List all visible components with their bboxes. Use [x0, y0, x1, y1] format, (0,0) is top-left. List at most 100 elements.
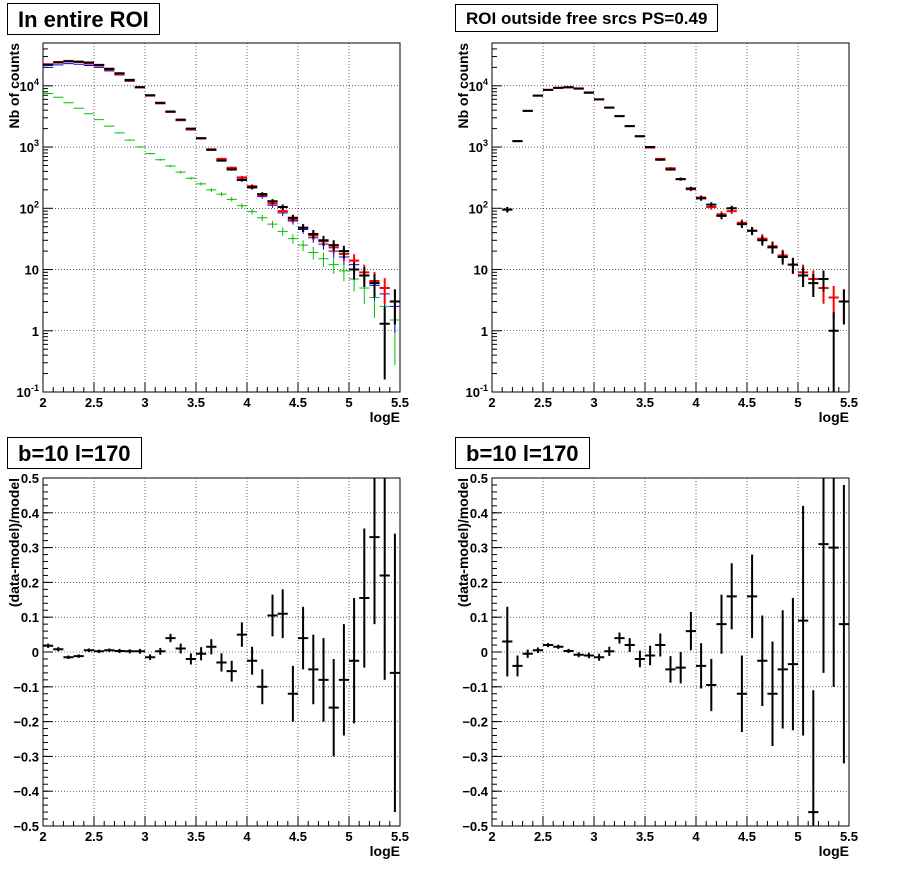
- panel-1-component_green-point: [165, 164, 176, 168]
- panel-3-residual-point: [247, 646, 258, 675]
- panel-4-residual-point: [512, 655, 523, 677]
- panel-3-residual-point: [287, 665, 298, 722]
- panel-2-x-tick-label: 2: [488, 395, 495, 410]
- panel-3-residual-point: [236, 622, 247, 647]
- panel-1-component_green-point: [216, 192, 227, 197]
- panel-2-title: ROI outside free srcs PS=0.49: [455, 4, 719, 32]
- panel-3-residual-point: [379, 478, 390, 680]
- panel-2-data-point: [838, 289, 849, 325]
- panel-4-residual-point: [726, 563, 737, 630]
- panel-1-data-point: [247, 185, 258, 190]
- panel-4-residual-point: [838, 484, 849, 764]
- panel-3-residual-point: [308, 634, 319, 705]
- panel-1-x-tick-label: 5: [345, 395, 352, 410]
- panel-1-component_green-point: [298, 240, 309, 252]
- panel-2-data-point: [634, 135, 645, 138]
- panel-1-title: In entire ROI: [7, 3, 160, 35]
- panel-1-y-tick-label: 104: [20, 77, 39, 94]
- panel-3-residual-point: [277, 589, 288, 639]
- panel-4-residual-point: [624, 638, 635, 652]
- panel-2-data-point: [757, 235, 768, 246]
- panel-2-data-point: [665, 168, 676, 171]
- panel-3-residual-point: [298, 606, 309, 670]
- panel-2-data-point: [767, 242, 778, 254]
- panel-3-y-tick-label: 0.4: [21, 506, 40, 521]
- panel-2-x-axis-label: logE: [819, 409, 849, 425]
- panel-2-data-point: [522, 109, 533, 112]
- panel-1-data-point: [155, 101, 166, 104]
- panel-4-x-tick-label: 2: [488, 829, 495, 844]
- panel-2-x-tick-label: 3: [590, 395, 597, 410]
- panel-4-x-tick-label: 3.5: [636, 829, 654, 844]
- panel-2-x-tick-label: 3.5: [636, 395, 654, 410]
- panel-2-data-point: [614, 115, 625, 118]
- panel-2-data-point: [502, 207, 513, 213]
- panel-1-component_green-point: [206, 188, 217, 192]
- panel-4-x-tick-label: 2.5: [534, 829, 552, 844]
- panel-4-x-tick-label: 3: [590, 829, 597, 844]
- panel-2-y-tick-label: 104: [469, 77, 488, 94]
- panel-4-y-tick-label: 0.3: [470, 541, 488, 556]
- panel-1-component_green-point: [124, 139, 135, 141]
- panel-2-data-point: [563, 86, 574, 89]
- panel-3-residual-point: [175, 643, 186, 654]
- panel-2-data-point: [716, 213, 727, 220]
- panel-3-residual-point: [94, 649, 105, 654]
- panel-1-data-point: [308, 230, 319, 239]
- panel-1-data-point: [328, 240, 339, 252]
- panel-2-y-tick-label: 10-1: [466, 383, 488, 400]
- panel-3-residual-point: [165, 633, 176, 643]
- panel-1-component_green-point: [94, 119, 105, 121]
- panel-3-series-residual: [43, 478, 400, 813]
- panel-3-residual-point: [206, 639, 217, 655]
- panel-1-component_green-point: [145, 152, 156, 155]
- panel-4-residual-point: [563, 648, 574, 654]
- panel-3-x-tick-label: 5: [345, 829, 352, 844]
- panel-2-x-tick-label: 5: [794, 395, 801, 410]
- panel-3-x-tick-label: 3: [141, 829, 148, 844]
- panel-3-x-tick-label: 2.5: [85, 829, 103, 844]
- panel-4-series-residual: [502, 478, 849, 826]
- panel-2-data-point: [736, 220, 747, 229]
- panel-2-data-point: [655, 158, 666, 161]
- panel-3-residual-point: [134, 648, 145, 654]
- panel-4-y-tick-label: 0.1: [470, 610, 488, 625]
- panel-1-model-point: [379, 278, 390, 304]
- panel-4-residual-point: [553, 644, 564, 649]
- panel-4-residual-point: [502, 606, 513, 677]
- panel-1-data-point: [216, 159, 227, 162]
- panel-3-residual-point: [359, 528, 370, 668]
- panel-3-y-tick-label: 0.2: [21, 575, 39, 590]
- panel-4-y-tick-label: 0.5: [470, 471, 488, 486]
- panel-4-residual-point: [808, 690, 819, 826]
- panel-3-x-tick-label: 2: [39, 829, 46, 844]
- panel-3-residual-point: [73, 654, 84, 658]
- panel-3-y-axis-label: (data-model)/model: [6, 478, 22, 607]
- panel-1-component_green-point: [328, 257, 339, 274]
- panel-3-residual-point: [43, 643, 54, 648]
- panel-2-data-point: [696, 196, 707, 201]
- panel-1-data-point: [185, 127, 196, 130]
- panel-3-residual-point: [349, 598, 360, 724]
- panel-1-component_green-point: [175, 170, 186, 174]
- panel-1-data-point: [165, 110, 176, 113]
- panel-1-component_green-point: [196, 182, 207, 186]
- panel-2-data-point: [818, 270, 829, 292]
- panel-2-data-point: [573, 87, 584, 90]
- panel-4-x-tick-label: 5: [794, 829, 801, 844]
- panel-4-y-tick-label: −0.4: [462, 784, 488, 799]
- panel-1-plot-frame: [42, 42, 401, 393]
- panel-1-model-point: [236, 175, 247, 179]
- panel-1-data-point: [134, 86, 145, 89]
- panel-2-series-model: [502, 86, 849, 325]
- panel-2-data-point: [787, 257, 798, 274]
- panel-2-data-point: [532, 94, 543, 97]
- panel-2-data-point: [798, 267, 809, 288]
- panel-1-x-tick-label: 3: [141, 395, 148, 410]
- panel-1-component_green-point: [73, 107, 84, 109]
- panel-1-component_green-point: [83, 113, 94, 115]
- panel-4-x-tick-label: 5.5: [840, 829, 858, 844]
- panel-1-data-point: [267, 199, 278, 204]
- panel-3-y-tick-label: −0.1: [13, 680, 39, 695]
- panel-2-y-tick-label: 10: [474, 263, 488, 278]
